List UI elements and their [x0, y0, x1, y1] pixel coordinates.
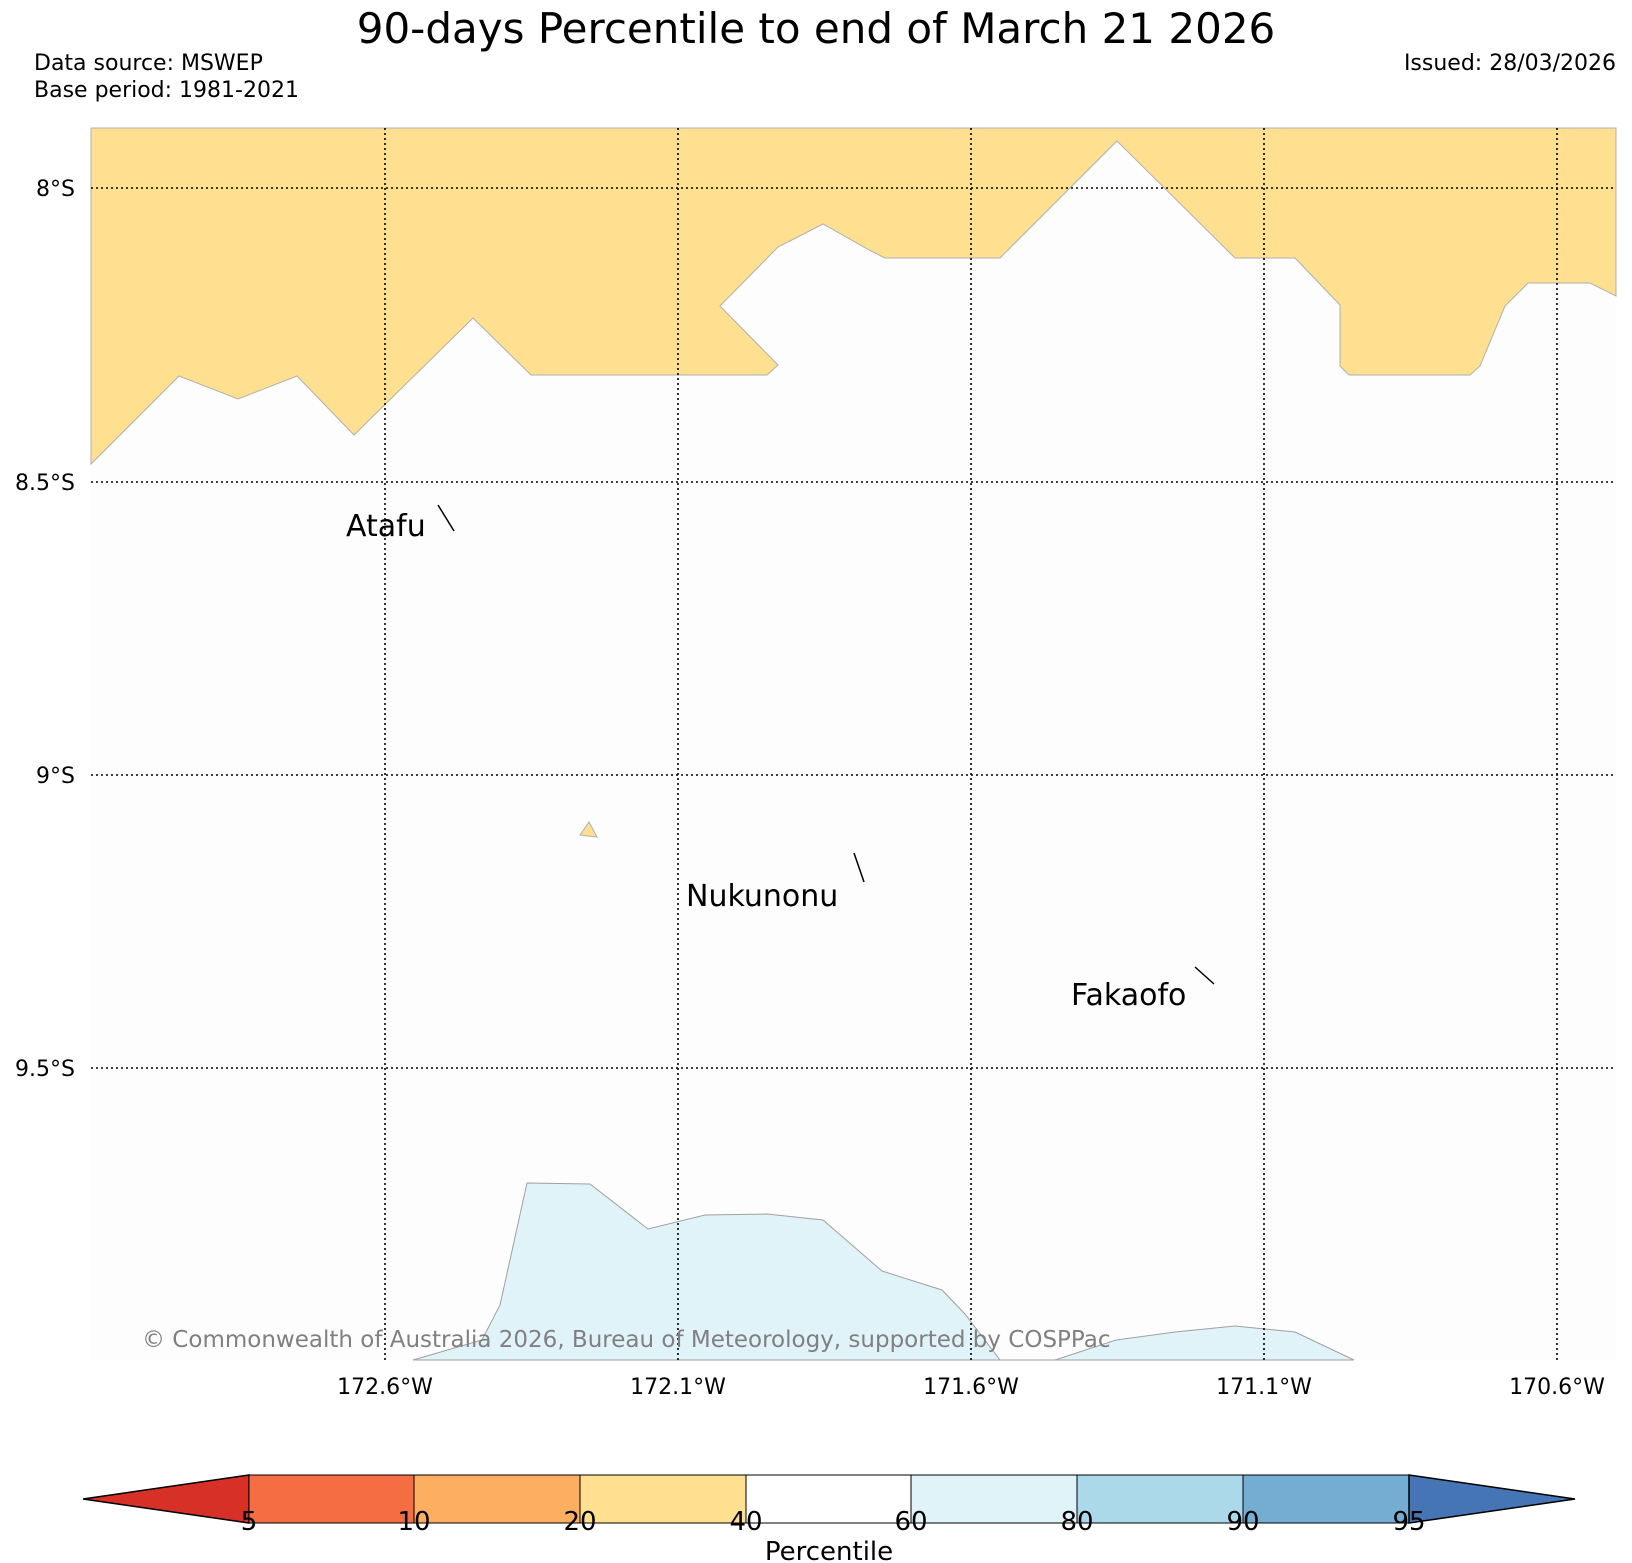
- island-outlines: [437, 504, 1215, 985]
- issued-date-label: Issued: 28/03/2026: [1403, 51, 1616, 76]
- lat-label-8-5s: 8.5°S: [15, 471, 75, 496]
- fakaofo-atoll-outline: [1194, 966, 1215, 985]
- colorbar-bin-90-95: [1242, 1474, 1410, 1524]
- colorbar-tick-40: 40: [729, 1507, 762, 1537]
- base-period-label: Base period: 1981-2021: [34, 78, 299, 103]
- colorbar-bin-5-10: [248, 1474, 415, 1524]
- latitude-labels: 8°S 8.5°S 9°S 9.5°S: [15, 177, 75, 1082]
- lon-label-172-1w: 172.1°W: [630, 1375, 726, 1400]
- colorbar-tick-20: 20: [563, 1507, 596, 1537]
- colorbar-bin-10-20: [413, 1474, 581, 1524]
- region-60-80-percentile-south: [412, 1182, 1355, 1361]
- island-label-nukunonu: Nukunonu: [686, 879, 838, 914]
- colorbar-tick-5: 5: [241, 1507, 258, 1537]
- colorbar-label: Percentile: [765, 1537, 893, 1563]
- colorbar-bin-60-80: [910, 1474, 1078, 1524]
- region-20-40-percentile-north: [90, 127, 1617, 466]
- lon-label-172-6w: 172.6°W: [337, 1375, 433, 1400]
- lon-label-170-6w: 170.6°W: [1509, 1375, 1605, 1400]
- island-label-fakaofo: Fakaofo: [1071, 978, 1186, 1013]
- lat-label-9-5s: 9.5°S: [15, 1057, 75, 1082]
- colorbar: 5 10 20 40 60 80 90 95 Percentile: [82, 1474, 1576, 1563]
- colorbar-ticks: 5 10 20 40 60 80 90 95: [241, 1507, 1426, 1537]
- lon-label-171-1w: 171.1°W: [1216, 1375, 1312, 1400]
- colorbar-bin-80-90: [1076, 1474, 1244, 1524]
- map-panel: 8°S 8.5°S 9°S 9.5°S 172.6°W 172.1°W 171.…: [15, 127, 1617, 1400]
- colorbar-extend-low: [82, 1474, 250, 1524]
- copyright-notice: © Commonwealth of Australia 2026, Bureau…: [142, 1327, 1111, 1353]
- graticule: [91, 128, 1616, 1360]
- colorbar-bin-40-60: [745, 1474, 912, 1524]
- map-title: 90-days Percentile to end of March 21 20…: [356, 4, 1276, 53]
- atafu-atoll-outline: [437, 504, 455, 532]
- nukunonu-atoll-outline: [853, 852, 865, 883]
- colorbar-extend-high: [1408, 1474, 1576, 1524]
- longitude-labels: 172.6°W 172.1°W 171.6°W 171.1°W 170.6°W: [337, 1375, 1605, 1400]
- colorbar-tick-60: 60: [894, 1507, 927, 1537]
- lat-label-9s: 9°S: [36, 764, 75, 789]
- lat-label-8s: 8°S: [36, 177, 75, 202]
- data-source-label: Data source: MSWEP: [34, 51, 263, 76]
- region-20-40-percentile-patch: [579, 821, 598, 838]
- island-label-atafu: Atafu: [346, 509, 426, 544]
- map-metadata-left: Data source: MSWEP Base period: 1981-202…: [34, 50, 299, 104]
- colorbar-tick-95: 95: [1392, 1507, 1425, 1537]
- colorbar-bin-20-40: [579, 1474, 747, 1524]
- colorbar-tick-80: 80: [1060, 1507, 1093, 1537]
- colorbar-tick-10: 10: [397, 1507, 430, 1537]
- lon-label-171-6w: 171.6°W: [923, 1375, 1019, 1400]
- colorbar-tick-90: 90: [1226, 1507, 1259, 1537]
